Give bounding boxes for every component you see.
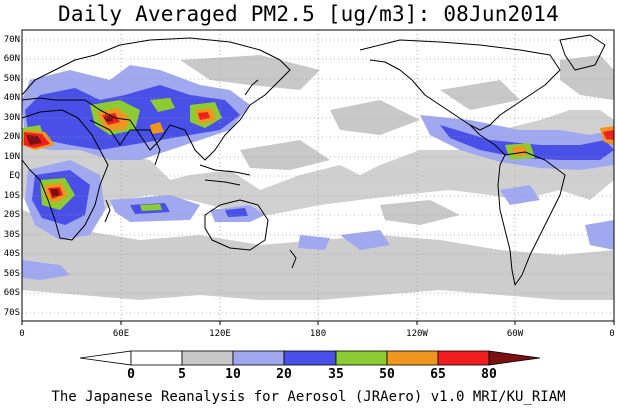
colorbar-swatch-4 [283,350,337,366]
lon-label: 120E [209,329,231,339]
lat-label: 10S [3,191,20,201]
footer-credit: The Japanese Reanalysis for Aerosol (JRA… [51,389,566,405]
lat-label: 20S [3,210,20,220]
lat-label: 40N [3,93,20,103]
colorbar-tick: 0 [127,367,135,382]
lon-label: 120W [406,329,428,339]
colorbar-swatch-5 [335,350,388,366]
colorbar-swatch-3 [232,350,285,366]
graticule [22,30,614,321]
colorbar-swatch-0 [79,350,132,366]
lon-label: 0 [19,329,25,339]
colorbar [79,350,541,366]
pm25-band-darkred [26,116,113,197]
colorbar-swatch-2 [181,350,234,366]
colorbar-tick: 10 [225,367,241,382]
lat-label: 50N [3,74,20,84]
lat-label: 50S [3,269,20,279]
lat-label: 60S [3,288,20,298]
lat-label: 30S [3,230,20,240]
colorbar-tick: 65 [430,367,446,382]
map-title: Daily Averaged PM2.5 [ug/m3]: 08Jun2014 [58,2,559,26]
lon-label: 180 [309,329,327,339]
colorbar-tick: 20 [276,367,292,382]
colorbar-swatch-6 [386,350,439,366]
colorbar-tick: 80 [481,367,497,382]
colorbar-swatch-1 [130,350,183,366]
lon-label: 60E [112,329,130,339]
colorbar-swatch-7 [437,350,490,366]
lon-label: 0 [609,329,615,339]
lat-label: EQ [9,171,20,181]
colorbar-tick: 50 [379,367,395,382]
lat-label: 20N [3,132,20,142]
lat-label: 30N [3,113,20,123]
colorbar-swatch-8 [488,350,541,366]
lat-label: 70N [3,35,20,45]
lon-label: 60W [506,329,524,339]
lat-label: 10N [3,152,20,162]
colorbar-tick: 5 [178,367,186,382]
lat-label: 40S [3,249,20,259]
coastlines [21,34,606,286]
colorbar-tick: 35 [328,367,344,382]
lat-label: 60N [3,54,20,64]
lat-label: 70S [3,308,20,318]
